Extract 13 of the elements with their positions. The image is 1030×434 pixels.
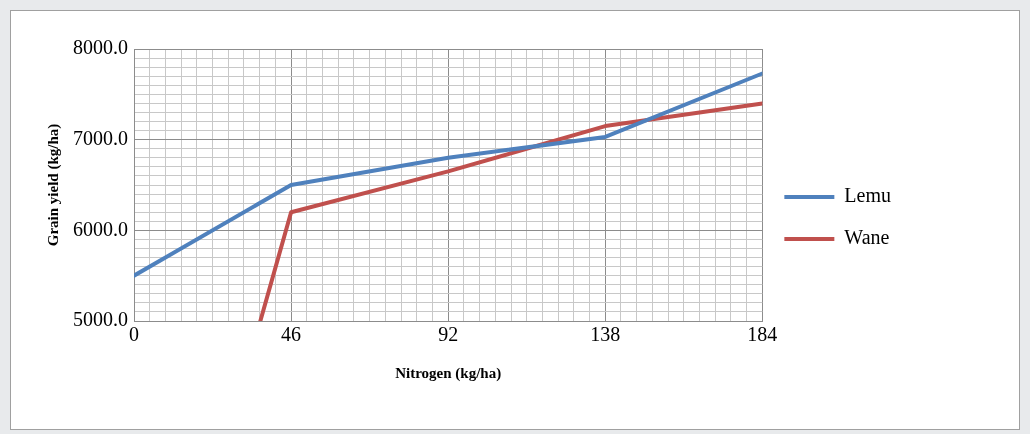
y-tick-label: 5000.0 [73,308,128,331]
legend-label: Lemu [844,184,892,207]
y-axis-title: Grain yield (kg/ha) [44,123,62,247]
x-tick-label: 46 [281,323,302,346]
x-tick-label: 0 [129,323,139,346]
y-tick-label: 8000.0 [73,36,128,59]
x-tick-label: 184 [747,323,778,346]
y-tick-label: 6000.0 [73,217,128,240]
x-tick-label: 92 [438,323,459,346]
x-tick-label: 138 [590,323,621,346]
legend-label: Wane [844,226,890,249]
x-axis-title: Nitrogen (kg/ha) [395,364,502,382]
y-tick-label: 7000.0 [73,126,128,149]
